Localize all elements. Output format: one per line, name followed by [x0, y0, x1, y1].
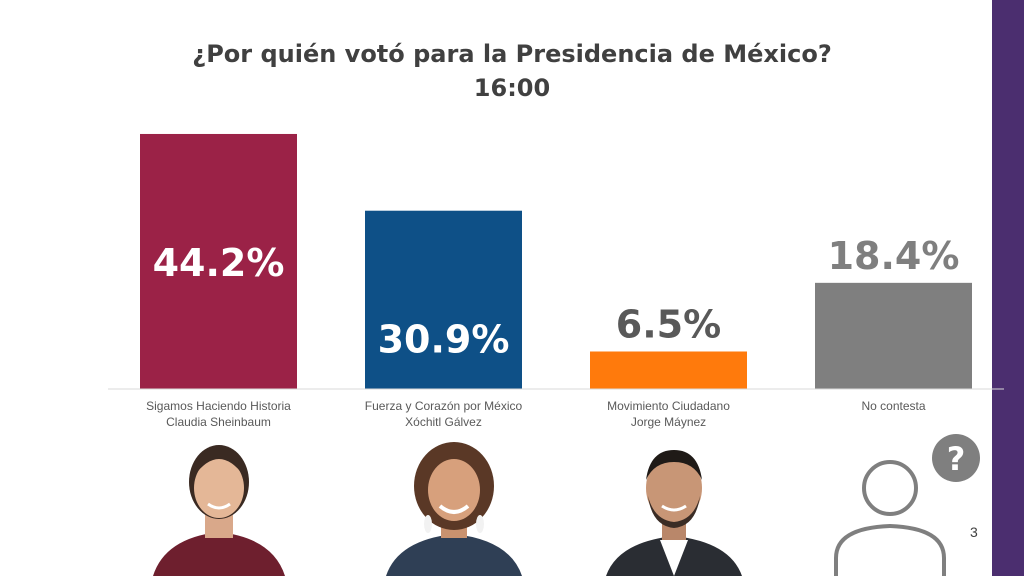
svg-text:?: ? [947, 440, 966, 478]
data-label-1: 30.9% [378, 318, 510, 362]
chart-subtitle: 16:00 [473, 74, 551, 102]
bar-3 [815, 282, 972, 389]
side-accent-bar [992, 0, 1024, 576]
bar-2 [590, 351, 747, 389]
chart-title: ¿Por quién votó para la Presidencia de M… [192, 40, 832, 68]
bar-1 [365, 210, 522, 389]
data-label-0: 44.2% [153, 241, 285, 285]
candidate-photo-maynez [606, 450, 742, 576]
question-mark-icon: ? [932, 434, 980, 482]
candidate-photo-galvez [386, 442, 522, 576]
person-outline-icon [834, 460, 946, 576]
category-label-0: Sigamos Haciendo Historia Claudia Sheinba… [146, 399, 291, 429]
data-label-3: 18.4% [828, 234, 960, 278]
category-label-3: No contesta [861, 399, 925, 413]
no-contesta-figure: ? [834, 434, 980, 576]
bar-0 [140, 133, 297, 389]
category-label-1: Fuerza y Corazón por México Xóchitl Gálve… [365, 399, 523, 429]
slide-number: 3 [970, 524, 978, 540]
candidate-photo-sheinbaum [153, 445, 285, 576]
data-label-2: 6.5% [616, 302, 721, 346]
category-label-2: Movimiento Ciudadano Jorge Máynez [607, 399, 730, 429]
